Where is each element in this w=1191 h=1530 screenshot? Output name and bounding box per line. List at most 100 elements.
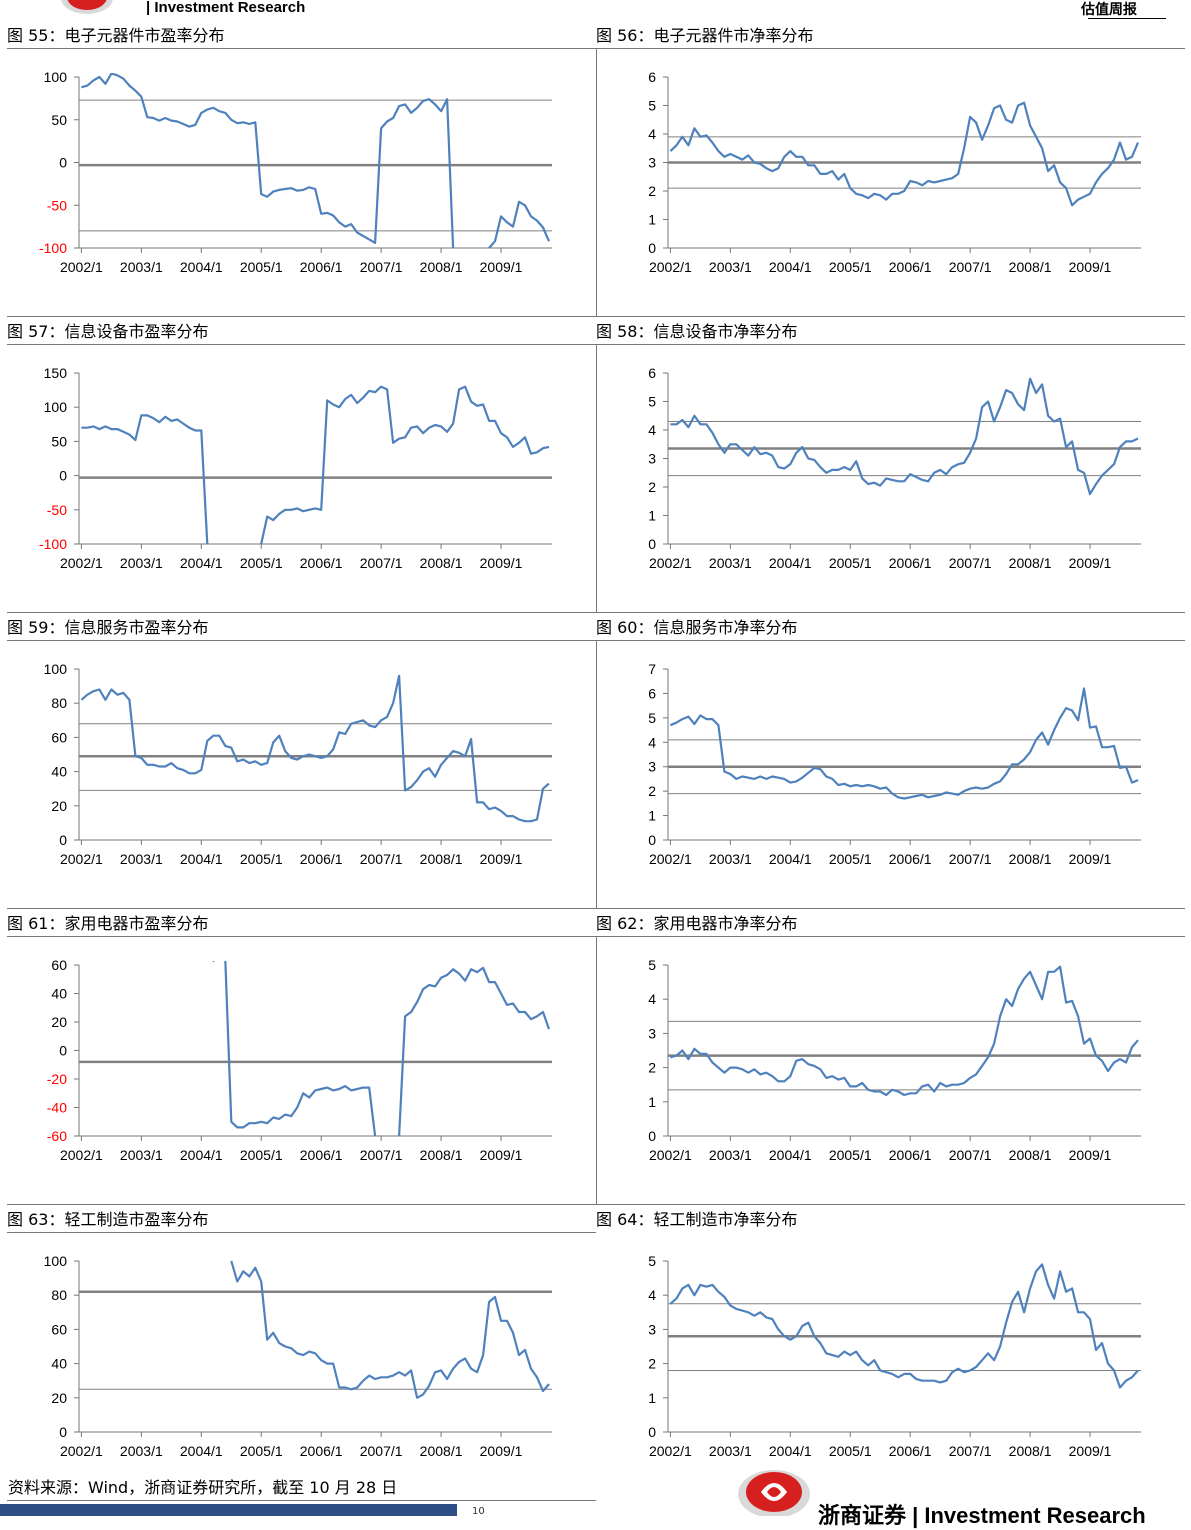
x-tick-label: 2009/1 <box>1069 1147 1112 1163</box>
y-tick-label: 4 <box>648 991 656 1007</box>
figure-frame <box>7 640 596 909</box>
y-tick-label: 50 <box>51 112 67 128</box>
x-tick-label: 2002/1 <box>60 851 103 867</box>
x-tick-label: 2004/1 <box>180 1443 223 1459</box>
y-tick-label: 40 <box>51 986 67 1002</box>
x-tick-label: 2004/1 <box>769 259 812 275</box>
x-tick-label: 2009/1 <box>1069 259 1112 275</box>
x-tick-label: 2007/1 <box>360 555 403 571</box>
x-tick-label: 2007/1 <box>360 1443 403 1459</box>
page-number: 10 <box>472 1506 485 1517</box>
header-underline <box>1088 18 1166 19</box>
x-tick-label: 2004/1 <box>180 555 223 571</box>
figure-62: 图 62：家用电器市净率分布 5 4 3 2 1 0 2002/1 2003/1 2004/1 2… <box>596 912 1185 1208</box>
x-tick-label: 2005/1 <box>829 851 872 867</box>
y-tick-label: 1 <box>648 1094 656 1110</box>
y-tick-label: 3 <box>648 155 656 171</box>
x-tick-label: 2002/1 <box>60 1443 103 1459</box>
x-tick-label: 2006/1 <box>300 555 343 571</box>
y-tick-label: 50 <box>51 433 67 449</box>
y-tick-label: 100 <box>44 69 68 85</box>
chart-svg: 5 4 3 2 1 0 2002/1 2003/1 2004/1 2005/1 2006/1 2007… <box>648 1253 1141 1459</box>
x-tick-label: 2002/1 <box>649 259 692 275</box>
figure-title: 图 62：家用电器市净率分布 <box>596 914 798 933</box>
figure-frame <box>596 344 1185 613</box>
company-logo-icon <box>61 0 113 14</box>
figure-58: 图 58：信息设备市净率分布 6 5 4 3 2 1 0 2002/1 2003/1 2004/1… <box>596 320 1185 616</box>
data-series-line <box>80 674 550 823</box>
x-tick-label: 2004/1 <box>180 851 223 867</box>
y-tick-label: 100 <box>44 1253 68 1269</box>
y-tick-label: 6 <box>648 365 656 381</box>
x-tick-label: 2006/1 <box>300 851 343 867</box>
x-tick-label: 2006/1 <box>300 259 343 275</box>
x-tick-label: 2003/1 <box>709 1147 752 1163</box>
figure-title: 图 63：轻工制造市盈率分布 <box>7 1210 209 1229</box>
chart-svg: 60 40 20 0 -20 -40 -60 2002/1 2003/1 2004/1 2005/1… <box>47 957 552 1163</box>
y-tick-label: 1 <box>648 1390 656 1406</box>
chart-svg: 6 5 4 3 2 1 0 2002/1 2003/1 2004/1 2005/1 2006/1 200… <box>648 69 1141 275</box>
figure-title: 图 60：信息服务市净率分布 <box>596 618 798 637</box>
x-tick-label: 2003/1 <box>120 851 163 867</box>
y-tick-label: 0 <box>648 1128 656 1144</box>
x-tick-label: 2006/1 <box>889 555 932 571</box>
figure-64: 图 64：轻工制造市净率分布 5 4 3 2 1 0 2002/1 2003/1 2004/1 2… <box>596 1208 1185 1504</box>
y-tick-label: 5 <box>648 710 656 726</box>
x-tick-label: 2007/1 <box>949 555 992 571</box>
x-tick-label: 2002/1 <box>649 555 692 571</box>
footer-bar <box>0 1504 457 1516</box>
y-tick-label: 0 <box>648 832 656 848</box>
x-tick-label: 2004/1 <box>180 1147 223 1163</box>
figure-56: 图 56：电子元器件市净率分布 6 5 4 3 2 1 0 2002/1 2003/1 2004/… <box>596 24 1185 320</box>
x-tick-label: 2007/1 <box>360 1147 403 1163</box>
data-series-line <box>670 965 1139 1097</box>
data-series-line <box>212 961 551 1136</box>
x-tick-label: 2005/1 <box>240 555 283 571</box>
y-tick-label: 2 <box>648 479 656 495</box>
y-tick-label: 100 <box>44 399 68 415</box>
y-tick-label: 1 <box>648 212 656 228</box>
x-tick-label: 2002/1 <box>649 1443 692 1459</box>
x-tick-label: 2003/1 <box>120 259 163 275</box>
y-tick-label: 0 <box>59 832 67 848</box>
x-tick-label: 2009/1 <box>480 1443 523 1459</box>
x-tick-label: 2009/1 <box>1069 1443 1112 1459</box>
figure-title: 图 57：信息设备市盈率分布 <box>7 322 209 341</box>
chart-svg: 100 80 60 40 20 0 2002/1 2003/1 2004/1 2005/1 2006… <box>44 661 552 867</box>
figure-frame <box>7 48 596 317</box>
y-tick-label: 60 <box>51 957 67 973</box>
header-report-type: 估值周报 <box>1081 2 1137 18</box>
x-tick-label: 2006/1 <box>889 1147 932 1163</box>
x-tick-label: 2002/1 <box>60 1147 103 1163</box>
data-series-line <box>669 1263 1139 1389</box>
y-tick-label: 4 <box>648 422 656 438</box>
x-tick-label: 2006/1 <box>889 259 932 275</box>
y-tick-label: -20 <box>47 1071 67 1087</box>
x-tick-label: 2003/1 <box>709 851 752 867</box>
x-tick-label: 2009/1 <box>480 555 523 571</box>
y-tick-label: 2 <box>648 783 656 799</box>
x-tick-label: 2005/1 <box>240 851 283 867</box>
y-tick-label: -100 <box>39 536 67 552</box>
figure-61: 图 61：家用电器市盈率分布 60 40 20 0 -20 -40 -60 2002/1 200… <box>7 912 596 1208</box>
y-tick-label: 6 <box>648 69 656 85</box>
company-logo-icon <box>738 1470 810 1516</box>
x-tick-label: 2003/1 <box>120 555 163 571</box>
x-tick-label: 2002/1 <box>649 1147 692 1163</box>
x-tick-label: 2003/1 <box>709 555 752 571</box>
figure-57: 图 57：信息设备市盈率分布 150 100 50 0 -50 -100 2002/1 200… <box>7 320 596 616</box>
y-tick-label: 60 <box>51 729 67 745</box>
y-tick-label: 0 <box>59 468 67 484</box>
x-tick-label: 2004/1 <box>769 851 812 867</box>
x-tick-label: 2002/1 <box>60 259 103 275</box>
x-tick-label: 2008/1 <box>1009 259 1052 275</box>
y-tick-label: -40 <box>47 1100 67 1116</box>
y-tick-label: 5 <box>648 98 656 114</box>
x-tick-label: 2008/1 <box>420 555 463 571</box>
x-tick-label: 2009/1 <box>480 259 523 275</box>
x-tick-label: 2006/1 <box>300 1147 343 1163</box>
x-tick-label: 2006/1 <box>889 851 932 867</box>
figure-63: 图 63：轻工制造市盈率分布 100 80 60 40 20 0 2002/1 2003/1 2… <box>7 1208 596 1504</box>
chart-svg: 6 5 4 3 2 1 0 2002/1 2003/1 2004/1 2005/1 2006/1 200… <box>648 365 1141 571</box>
chart-svg: 100 80 60 40 20 0 2002/1 2003/1 2004/1 2005/1 2006… <box>44 1253 552 1459</box>
